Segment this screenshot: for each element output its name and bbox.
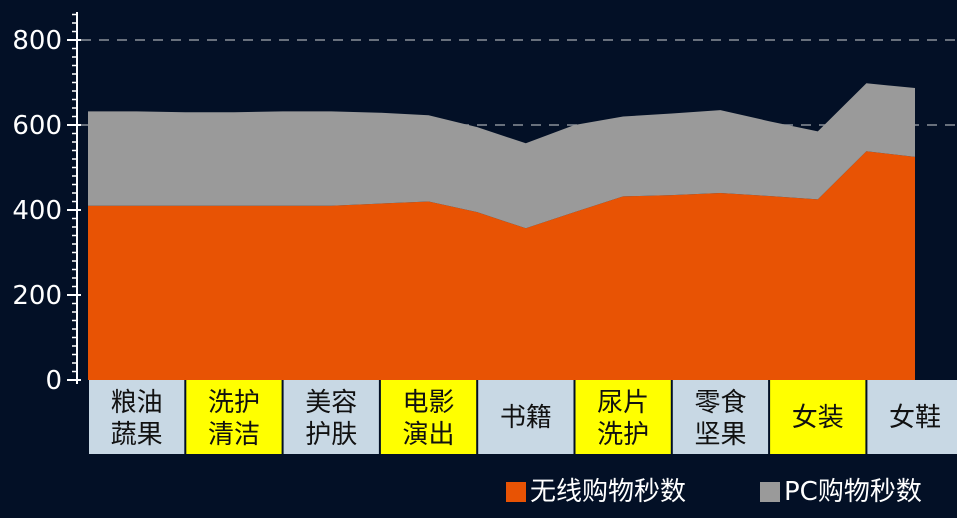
y-tick-label: 0: [45, 366, 62, 396]
category-box: [186, 380, 282, 454]
category-label: 坚果: [694, 420, 746, 450]
category-cell: 女鞋: [867, 380, 957, 454]
legend-swatch-1: [760, 482, 780, 502]
category-label: 洗护: [208, 388, 260, 418]
category-box: [478, 380, 574, 454]
axis-layer: 0 200 400 600 800: [12, 12, 81, 396]
y-tick-label: 600: [12, 111, 62, 141]
category-cell: 女装: [770, 380, 866, 454]
category-box: [89, 380, 185, 454]
category-box: [867, 380, 957, 454]
legend: 无线购物秒数 PC购物秒数: [506, 477, 922, 507]
category-label: 粮油: [111, 388, 163, 418]
y-tick-label: 400: [12, 196, 62, 226]
category-label: 电影: [403, 388, 455, 418]
y-tick-label: 200: [12, 281, 62, 311]
category-box: [770, 380, 866, 454]
category-label: 女装: [792, 403, 844, 433]
category-label: 洗护: [597, 420, 649, 450]
series-area-0: [88, 151, 915, 380]
series-area-1: [88, 83, 915, 229]
category-label: 女鞋: [889, 403, 941, 433]
legend-label-0: 无线购物秒数: [530, 477, 686, 507]
category-label: 尿片: [597, 388, 649, 418]
category-box: [575, 380, 671, 454]
category-cell: 书籍: [478, 380, 574, 454]
category-label: 护肤: [305, 420, 357, 450]
y-tick-label: 800: [12, 26, 62, 56]
category-label: 零食: [694, 388, 746, 418]
area-layer: [88, 83, 915, 380]
category-box: [672, 380, 769, 454]
category-label: 书籍: [500, 403, 552, 433]
category-box: [380, 380, 477, 454]
category-label: 演出: [403, 420, 455, 450]
category-label: 蔬果: [111, 420, 163, 450]
category-label: 清洁: [208, 420, 260, 450]
grid-layer: [81, 39, 957, 126]
category-box: [283, 380, 379, 454]
legend-label-1: PC购物秒数: [784, 477, 922, 507]
category-label: 美容: [305, 388, 357, 418]
legend-swatch-0: [506, 482, 526, 502]
